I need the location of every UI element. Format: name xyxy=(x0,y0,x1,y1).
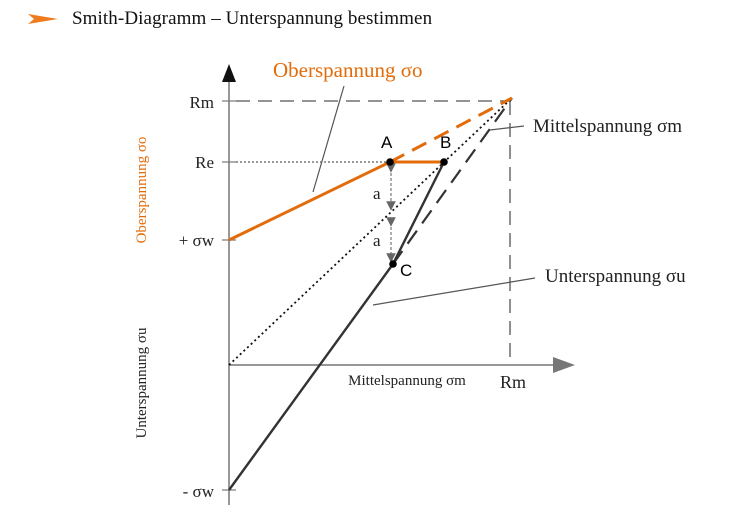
distance-label-upper: a xyxy=(373,184,381,203)
header: Smith-Diagramm – Unterspannung bestimmen xyxy=(28,6,432,32)
oberspannung-dashed-extension xyxy=(389,96,513,164)
y-axis-upper-label: Oberspannung σo xyxy=(134,137,150,244)
x-axis-end-label: Rm xyxy=(500,372,526,392)
point-c-marker xyxy=(389,260,397,268)
point-a-label: A xyxy=(381,133,393,152)
x-axis-arrowhead xyxy=(553,357,575,373)
leader-unterspannung xyxy=(372,277,536,306)
tick-label-rm: Rm xyxy=(189,93,214,112)
x-axis-label: Mittelspannung σm xyxy=(348,373,466,389)
page-title: Smith-Diagramm – Unterspannung bestimmen xyxy=(72,8,433,29)
point-b-marker xyxy=(440,158,448,166)
point-a-marker xyxy=(386,158,394,166)
tick-label-minus-sigma-w: - σw xyxy=(183,482,215,501)
orange-arrow-icon xyxy=(28,14,58,24)
unterspannung-dashed-extension xyxy=(392,97,513,265)
callout-unterspannung: Unterspannung σu xyxy=(545,266,686,287)
y-axis-arrowhead xyxy=(222,64,236,82)
unterspannung-line-segment-bc xyxy=(391,161,446,265)
point-b-label: B xyxy=(440,133,451,152)
unterspannung-line xyxy=(228,263,394,491)
callout-oberspannung: Oberspannung σo xyxy=(273,58,423,82)
y-axis-lower-label: Unterspannung σu xyxy=(134,327,150,438)
tick-label-re: Re xyxy=(195,153,214,172)
tick-label-plus-sigma-w: + σw xyxy=(179,231,215,250)
point-c-label: C xyxy=(400,261,412,280)
leader-oberspannung xyxy=(312,85,345,193)
leader-mittelspannung xyxy=(489,125,525,131)
oberspannung-line xyxy=(228,160,391,242)
distance-label-lower: a xyxy=(373,231,381,250)
mittelspannung-line xyxy=(228,97,513,366)
callout-mittelspannung: Mittelspannung σm xyxy=(533,116,682,137)
